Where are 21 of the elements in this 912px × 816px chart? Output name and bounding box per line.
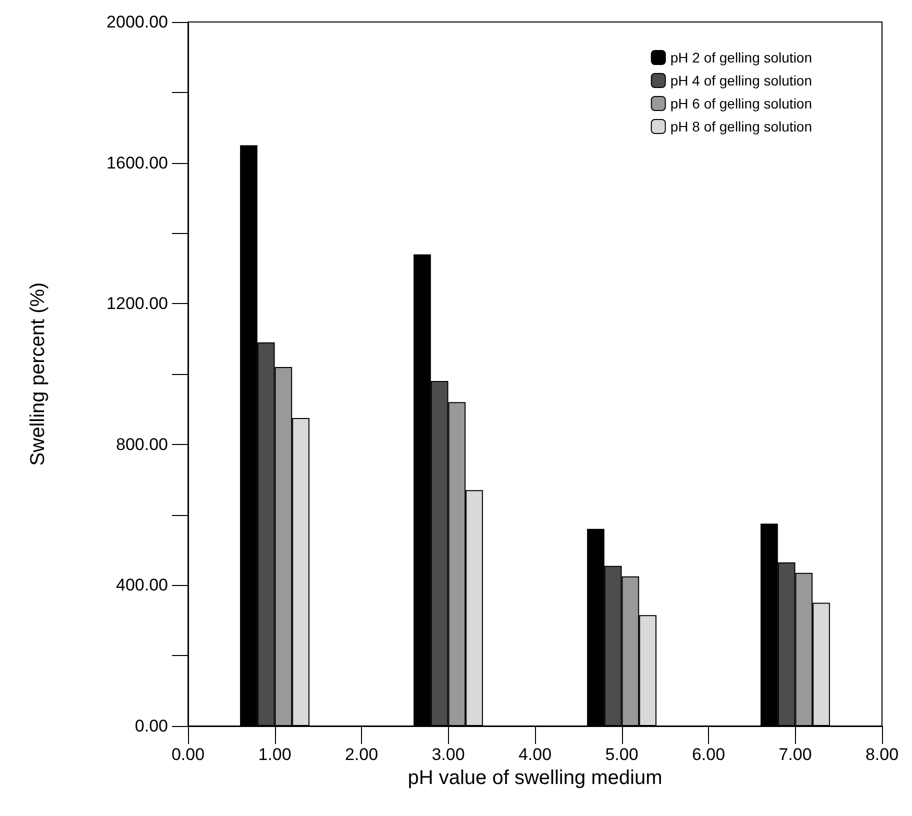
x-tick-label: 4.00 — [518, 745, 552, 764]
y-tick-label: 400.00 — [116, 576, 168, 595]
y-tick-label: 2000.00 — [106, 12, 168, 32]
y-tick-label: 0.00 — [134, 716, 168, 736]
y-tick-label: 1600.00 — [106, 153, 168, 172]
legend-label: pH 4 of gelling solution — [670, 72, 812, 88]
x-tick-label: 2.00 — [344, 745, 378, 764]
legend-label: pH 8 of gelling solution — [670, 118, 812, 134]
y-axis-title: Swelling percent (%) — [27, 282, 49, 466]
x-tick-label: 0.00 — [171, 745, 205, 764]
x-axis-title: pH value of swelling medium — [408, 767, 662, 789]
x-tick-label: 1.00 — [258, 745, 292, 764]
x-tick-label: 3.00 — [432, 745, 465, 764]
y-tick-label: 800.00 — [116, 434, 168, 454]
x-tick-label: 7.00 — [778, 745, 812, 764]
legend-label: pH 2 of gelling solution — [670, 50, 812, 66]
legend-label: pH 6 of gelling solution — [670, 96, 812, 112]
x-tick-label: 5.00 — [605, 745, 638, 764]
y-tick-label: 1200.00 — [106, 294, 168, 314]
x-tick-label: 8.00 — [865, 745, 899, 764]
x-tick-label: 6.00 — [692, 745, 726, 764]
